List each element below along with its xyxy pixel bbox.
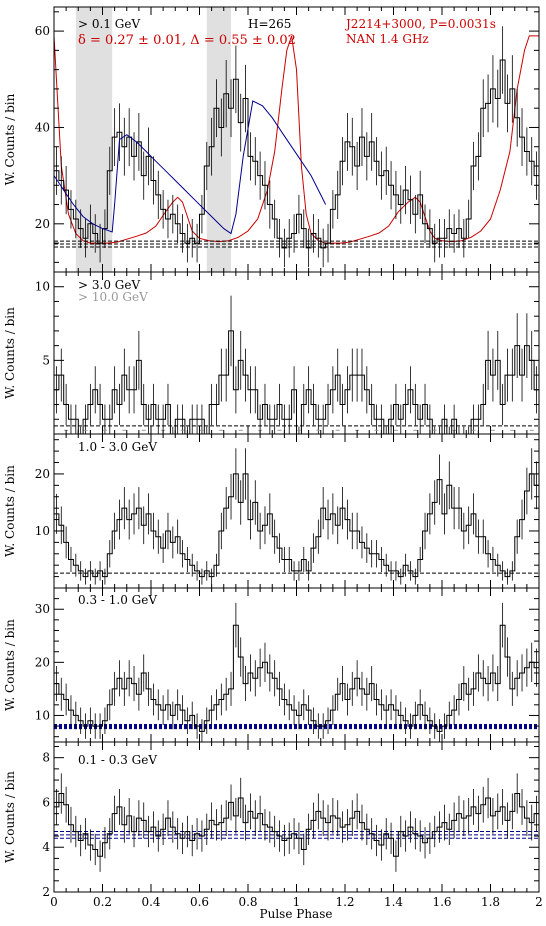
y-tick-label: 20 xyxy=(35,655,50,669)
p3-energy-label: 0.3 - 1.0 GeV xyxy=(78,593,157,607)
histogram-steps xyxy=(54,793,539,857)
panel-4: 2 4 6 8 W. Counts / bin xyxy=(3,741,540,899)
y-tick-label: 10 xyxy=(35,708,50,722)
fit-model-line xyxy=(53,100,327,235)
histogram-steps xyxy=(54,330,539,435)
panel-1: 5 10 W. Counts / bin xyxy=(3,271,540,435)
y-axis-title: W. Counts / bin xyxy=(3,771,17,863)
panel-frame xyxy=(53,587,540,743)
x-tick-label: 0.4 xyxy=(141,895,160,909)
shaded-region-0 xyxy=(75,7,113,272)
y-tick-label: 30 xyxy=(35,602,50,616)
y-tick-label: 60 xyxy=(35,24,50,38)
y-tick-label: 20 xyxy=(35,217,50,231)
y-tick-label: 40 xyxy=(35,120,50,134)
top-fit-label: δ = 0.27 ± 0.01, Δ = 0.55 ± 0.02 xyxy=(78,33,296,48)
y-tick-label: 8 xyxy=(42,751,50,765)
histogram-steps xyxy=(54,59,539,249)
top-pulsar-label: J2214+3000, P=0.0031s xyxy=(344,17,496,31)
panel-0: 20 40 60 W. Counts / bin xyxy=(3,6,540,273)
y-tick-label: 5 xyxy=(42,353,50,367)
histogram-steps xyxy=(54,473,539,578)
x-tick-label: 0.2 xyxy=(93,895,112,909)
histogram-steps xyxy=(54,624,539,732)
x-tick-label: 1.6 xyxy=(432,895,451,909)
panel-3: 10 20 30 W. Counts / bin xyxy=(3,587,540,743)
x-axis-title: Pulse Phase xyxy=(260,907,333,921)
x-tick-label: 0.8 xyxy=(238,895,257,909)
y-tick-label: 10 xyxy=(35,524,50,538)
p4-energy-label: 0.1 - 0.3 GeV xyxy=(78,753,157,767)
x-tick-label: 0.6 xyxy=(190,895,209,909)
y-axis-title: W. Counts / bin xyxy=(3,307,17,399)
top-htest-label: H=265 xyxy=(248,17,291,31)
shaded-region-1 xyxy=(206,7,232,272)
top-energy-label: > 0.1 GeV xyxy=(78,17,140,31)
top-radio-label: NAN 1.4 GHz xyxy=(346,32,429,46)
x-tick-label: 1.8 xyxy=(481,895,500,909)
y-axis-title: W. Counts / bin xyxy=(3,619,17,711)
x-tick-label: 1.4 xyxy=(384,895,403,909)
panel-2: 10 20 W. Counts / bin xyxy=(3,433,540,589)
x-tick-label: 0 xyxy=(50,895,58,909)
y-tick-label: 2 xyxy=(42,885,50,899)
y-axis-title: W. Counts / bin xyxy=(3,465,17,557)
p2-energy-label: 1.0 - 3.0 GeV xyxy=(78,440,157,454)
p1-energy-label: > 3.0 GeV xyxy=(78,278,140,292)
x-tick-label: 1.2 xyxy=(335,895,354,909)
y-axis-title: W. Counts / bin xyxy=(3,93,17,185)
x-tick-label: 1 xyxy=(293,895,301,909)
x-tick-label: 2 xyxy=(535,895,543,909)
p1-energy2-label: > 10.0 GeV xyxy=(78,290,148,304)
y-tick-label: 4 xyxy=(42,840,50,854)
y-tick-label: 6 xyxy=(42,795,50,809)
y-tick-label: 10 xyxy=(35,280,50,294)
y-tick-label: 20 xyxy=(35,467,50,481)
